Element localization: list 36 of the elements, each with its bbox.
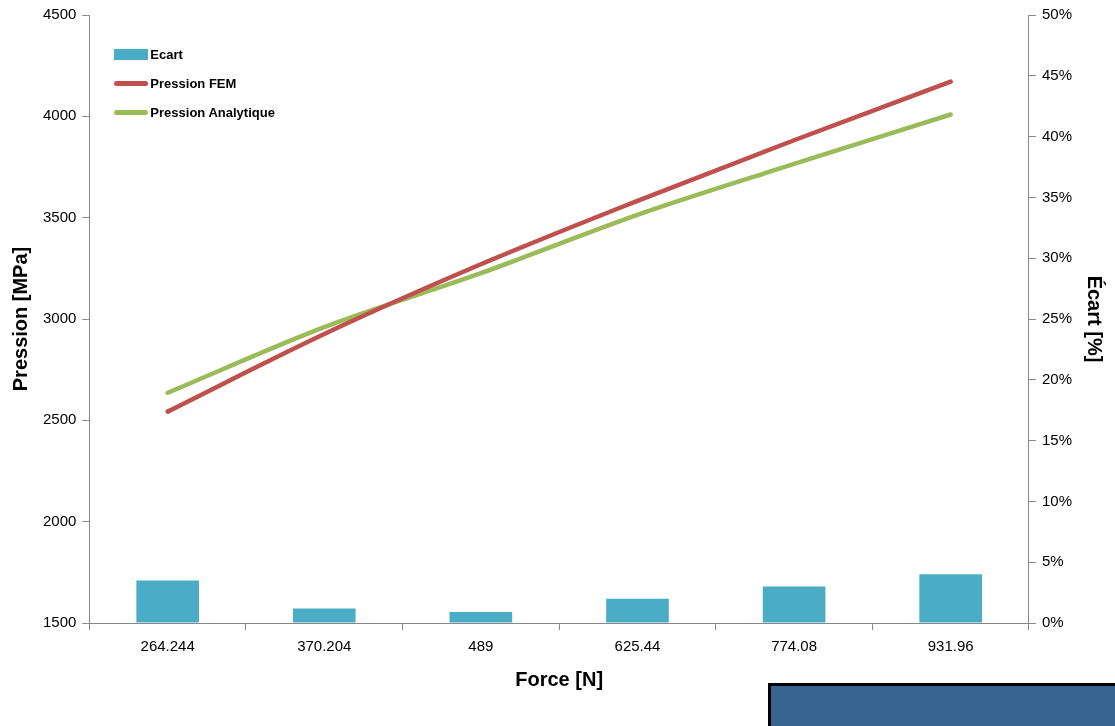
y2-tick-label: 0% [1041,613,1064,631]
bar [136,580,199,623]
bar [292,608,356,623]
y2-tick-label: 25% [1041,309,1073,327]
y2-tick-label: 10% [1041,491,1073,509]
x-axis-title: Force [N] [515,667,604,690]
x-tick-label: 625.44 [614,637,661,655]
x-tick-label: 370.204 [297,637,352,655]
y2-tick-label: 40% [1041,126,1073,144]
y2-tick-label: 35% [1041,187,1073,205]
y-tick-label: 4000 [42,106,77,124]
bar [449,612,513,623]
y-tick-label: 1500 [42,613,77,631]
x-tick-label: 489 [468,637,494,655]
bar [919,574,982,623]
bar [606,598,669,623]
y-axis-title: Pression [MPa] [8,246,31,392]
bar [762,586,826,623]
x-tick-label: 931.96 [927,637,974,655]
y2-tick-label: 30% [1041,248,1073,266]
legend-label: Pression Analytique [150,105,275,120]
legend-label: Pression FEM [150,76,237,91]
x-tick-label: 264.244 [140,637,195,655]
y2-tick-label: 5% [1041,552,1064,570]
x-tick-label: 774.08 [771,637,818,655]
y-tick-label: 4500 [42,5,77,23]
y2-tick-label: 45% [1041,65,1073,83]
y2-tick-label: 15% [1041,430,1073,448]
y2-axis-title: Écart [%] [1084,275,1107,363]
y-tick-label: 3500 [42,207,77,225]
y-tick-label: 3000 [42,309,77,327]
y2-tick-label: 20% [1041,369,1073,387]
legend-label: Ecart [150,47,183,62]
y2-tick-label: 50% [1041,5,1073,23]
y-tick-label: 2500 [42,410,77,428]
y-tick-label: 2000 [42,511,77,529]
